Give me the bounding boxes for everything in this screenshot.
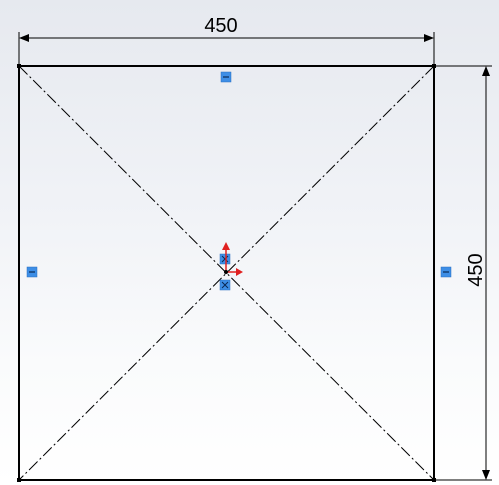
horizontal-relation-icon[interactable] — [220, 71, 232, 83]
sketch-point-bottom-right[interactable] — [432, 478, 436, 482]
sketch-point-top-left[interactable] — [17, 64, 21, 68]
vertical-relation-icon[interactable] — [26, 266, 38, 278]
horizontal-dimension[interactable]: 450 — [18, 15, 435, 66]
vertical-dimension[interactable]: 450 — [436, 65, 492, 481]
dimension-value-vertical[interactable]: 450 — [465, 253, 487, 286]
coincident-relation-icon-lower[interactable] — [219, 279, 231, 291]
dimension-value-horizontal[interactable]: 450 — [204, 15, 237, 37]
vertical-relation-icon-right[interactable] — [440, 266, 452, 278]
sketch-point-top-right[interactable] — [432, 64, 436, 68]
sketch-point-bottom-left[interactable] — [17, 478, 21, 482]
coincident-relation-icon[interactable] — [219, 253, 231, 265]
construction-diagonal-2[interactable] — [18, 65, 435, 481]
construction-diagonal-1[interactable] — [18, 65, 435, 481]
sketch-origin-icon[interactable] — [222, 242, 243, 276]
